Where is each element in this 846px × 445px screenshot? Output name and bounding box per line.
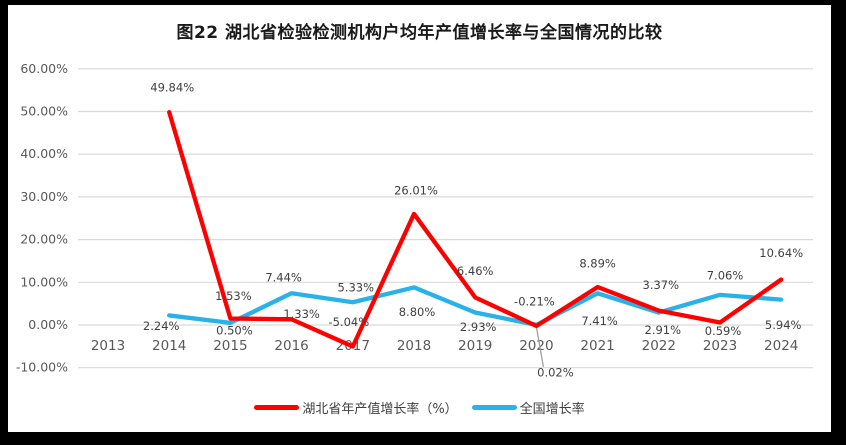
x-axis-label: 2018 xyxy=(397,338,431,354)
y-axis-tick-label: 0.00% xyxy=(28,317,68,332)
chart-title: 图22 湖北省检验检测机构户均年产值增长率与全国情况的比较 xyxy=(176,23,663,43)
y-axis-tick-label: 50.00% xyxy=(20,104,68,119)
data-label-hubei: 10.64% xyxy=(759,246,803,260)
y-axis-tick-label: 10.00% xyxy=(20,274,68,289)
legend-item-national[interactable]: 全国增长率 xyxy=(471,398,585,417)
data-label-hubei: 26.01% xyxy=(394,183,438,197)
x-axis-label: 2024 xyxy=(764,338,798,354)
legend-label-national: 全国增长率 xyxy=(519,402,585,417)
data-label-national: 8.80% xyxy=(399,305,436,319)
y-axis-tick-label: 30.00% xyxy=(20,189,68,204)
chart-legend: 湖北省年产值增长率（%） 全国增长率 xyxy=(8,398,831,417)
x-axis-label: 2013 xyxy=(91,338,125,354)
data-label-national: 0.02% xyxy=(537,365,574,379)
x-axis-label: 2014 xyxy=(152,338,186,354)
data-label-national: 5.33% xyxy=(338,281,375,295)
x-axis-label: 2020 xyxy=(519,338,553,354)
data-label-hubei: 8.89% xyxy=(579,257,616,271)
data-label-national: 7.41% xyxy=(581,314,618,328)
data-label-national: 2.91% xyxy=(645,323,682,337)
x-axis-label: 2021 xyxy=(580,338,614,354)
data-label-national: 2.24% xyxy=(143,319,180,333)
data-label-national: 7.06% xyxy=(707,268,744,282)
y-axis-tick-label: 20.00% xyxy=(20,232,68,247)
legend-item-hubei[interactable]: 湖北省年产值增长率（%） xyxy=(254,398,458,417)
data-label-national: 2.93% xyxy=(460,320,497,334)
legend-label-hubei: 湖北省年产值增长率（%） xyxy=(302,402,458,417)
data-label-hubei: 0.59% xyxy=(705,324,742,338)
data-label-hubei: 3.37% xyxy=(643,278,680,292)
data-label-hubei: -5.04% xyxy=(328,315,369,329)
y-axis-tick-label: 40.00% xyxy=(20,146,68,161)
data-label-hubei: 49.84% xyxy=(150,81,194,95)
data-label-hubei: 6.46% xyxy=(457,264,494,278)
legend-swatch-national-blue-line-icon xyxy=(471,405,517,410)
y-axis-tick-label: 60.00% xyxy=(20,61,68,76)
series-line-hubei[interactable] xyxy=(167,110,784,349)
data-label-leader-line xyxy=(535,326,545,368)
data-label-hubei: 1.33% xyxy=(283,307,320,321)
x-axis-label: 2019 xyxy=(458,338,492,354)
legend-swatch-hubei-red-line-icon xyxy=(254,405,300,410)
data-label-national: 5.94% xyxy=(765,318,802,332)
x-axis-label: 2022 xyxy=(642,338,676,354)
x-axis-label: 2015 xyxy=(213,338,247,354)
x-axis-label: 2023 xyxy=(703,338,737,354)
x-axis-label: 2016 xyxy=(274,338,308,354)
data-label-hubei: 1.53% xyxy=(215,289,252,303)
y-axis-tick-label: -10.00% xyxy=(16,360,68,375)
data-label-hubei: -0.21% xyxy=(514,294,555,308)
data-label-national: 0.50% xyxy=(216,323,253,337)
series-line-national[interactable] xyxy=(167,285,784,328)
data-label-national: 7.44% xyxy=(265,271,302,285)
